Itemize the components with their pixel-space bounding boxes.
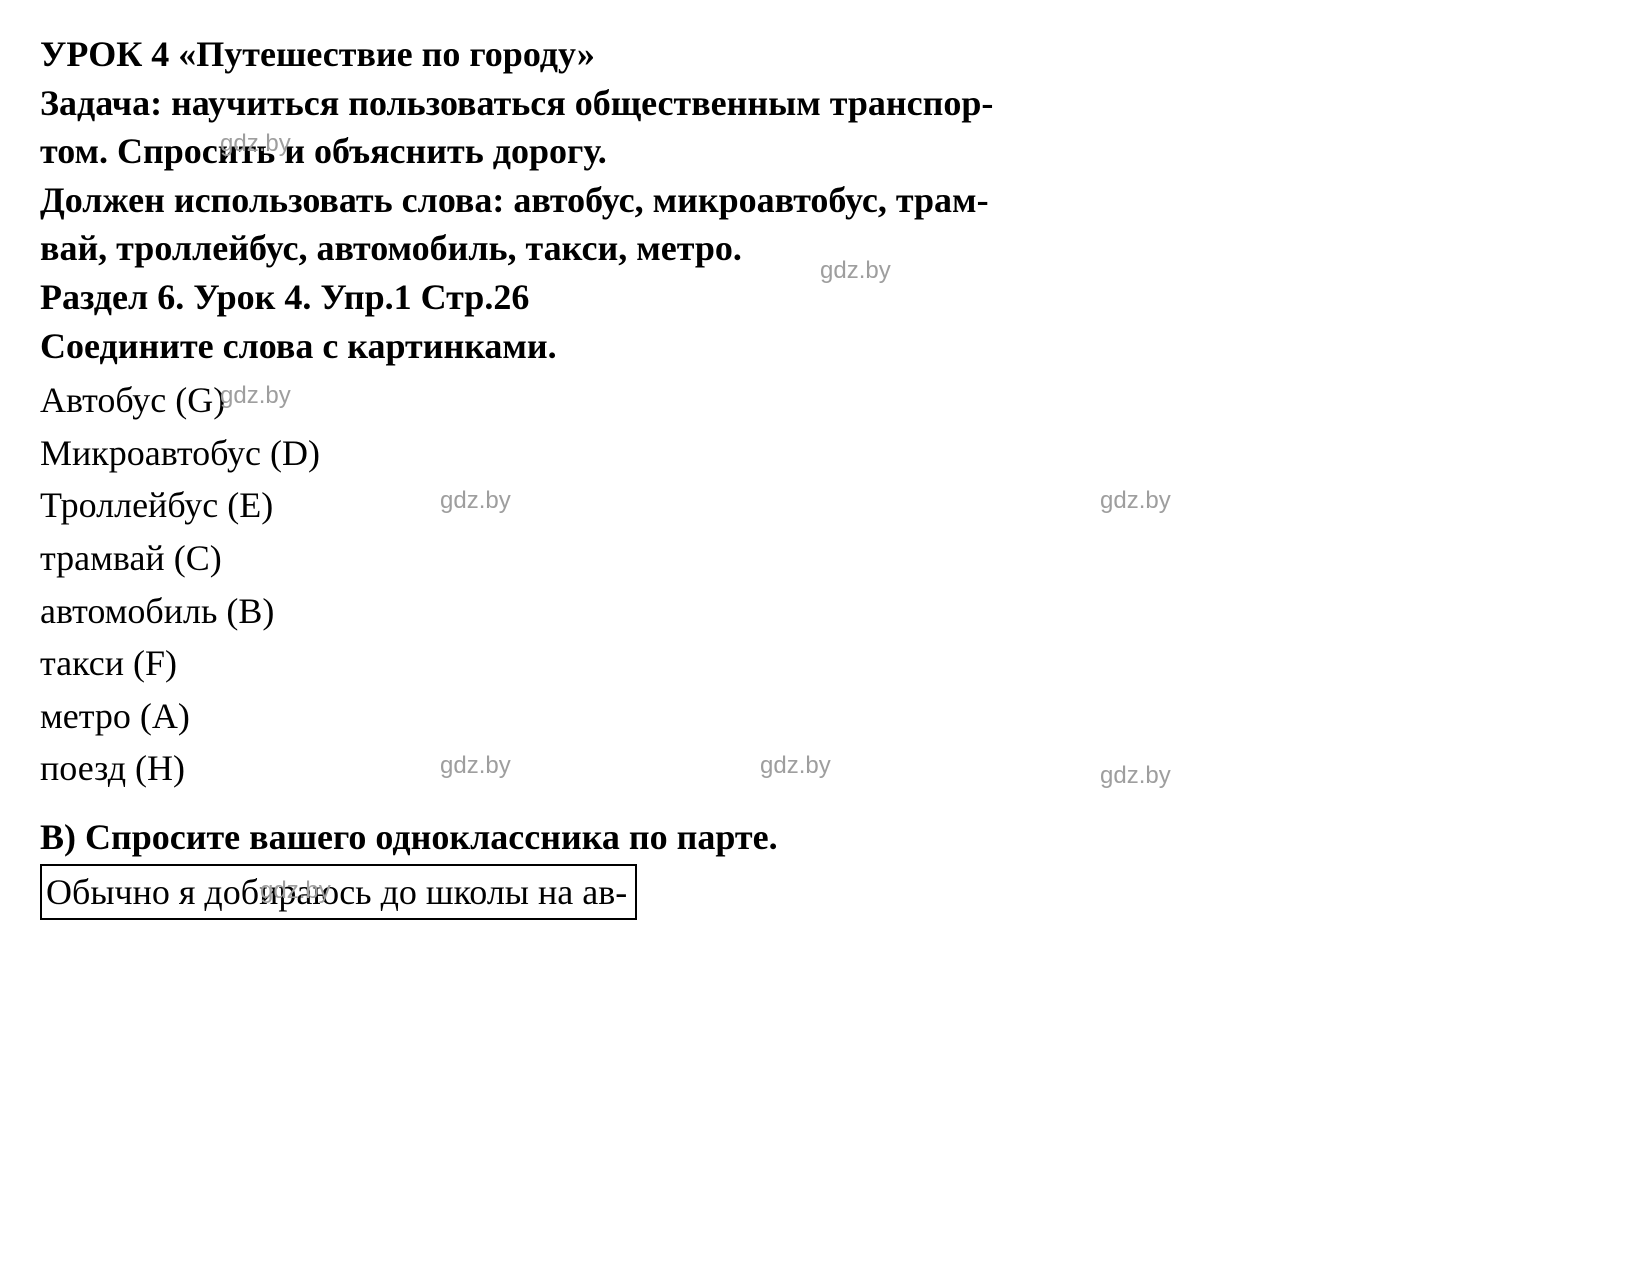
list-item: автомобиль (B) — [40, 587, 1595, 636]
word-list: Автобус (G) Микроавтобус (D) Троллейбус … — [40, 376, 1595, 793]
list-item: Микроавтобус (D) — [40, 429, 1595, 478]
boxed-answer-container: Обычно я добираюсь до школы на ав- — [40, 862, 1595, 921]
document-container: УРОК 4 «Путешествие по городу» Задача: н… — [40, 30, 1595, 920]
section-b-heading: B) Спросите вашего одноклассника по парт… — [40, 813, 1595, 862]
instruction: Соедините слова с картинками. — [40, 322, 1595, 371]
list-item: трамвай (C) — [40, 534, 1595, 583]
list-item: метро (A) — [40, 692, 1595, 741]
task-line-2: том. Спросить и объяснить дорогу. — [40, 127, 1595, 176]
boxed-answer-text: Обычно я добираюсь до школы на ав- — [40, 864, 637, 921]
list-item: такси (F) — [40, 639, 1595, 688]
words-line-2: вай, троллейбус, автомобиль, такси, метр… — [40, 224, 1595, 273]
lesson-title: УРОК 4 «Путешествие по городу» — [40, 30, 1595, 79]
words-line-1: Должен использовать слова: автобус, микр… — [40, 176, 1595, 225]
list-item: Автобус (G) — [40, 376, 1595, 425]
list-item: поезд (H) — [40, 744, 1595, 793]
list-item: Троллейбус (E) — [40, 481, 1595, 530]
task-line-1: Задача: научиться пользоваться обществен… — [40, 79, 1595, 128]
section-ref: Раздел 6. Урок 4. Упр.1 Стр.26 — [40, 273, 1595, 322]
